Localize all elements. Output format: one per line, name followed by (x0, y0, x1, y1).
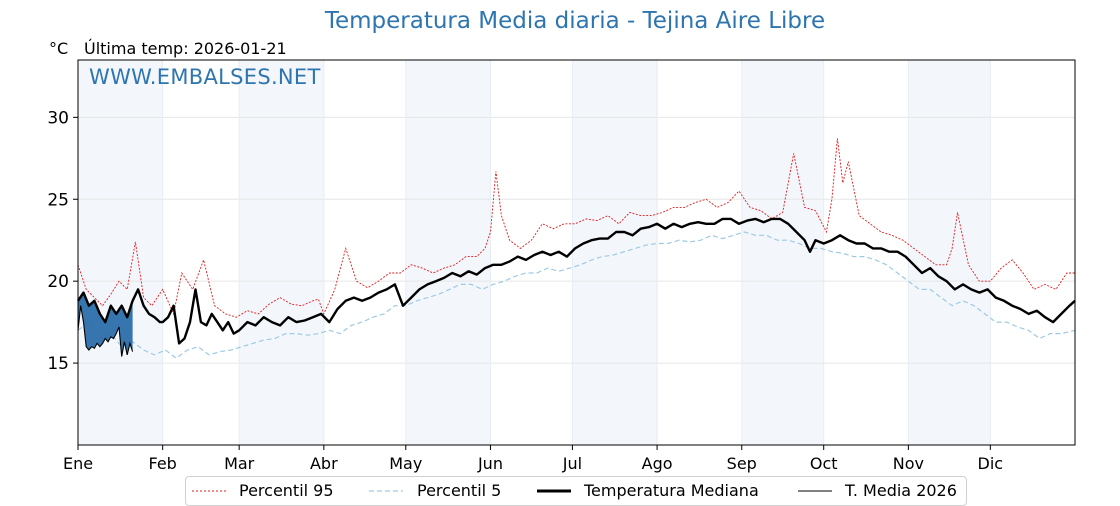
x-tick-label-oct: Oct (810, 454, 838, 473)
legend-label-median: Temperatura Mediana (584, 481, 759, 500)
legend-label-p5: Percentil 5 (417, 481, 502, 500)
x-tick-label-sep: Sep (727, 454, 757, 473)
legend-swatch-median (537, 489, 571, 493)
x-tick-label-jul: Jul (562, 454, 582, 473)
month-band-mar (239, 60, 324, 445)
chart-title: Temperatura Media diaria - Tejina Aire L… (324, 8, 826, 34)
x-tick-label-nov: Nov (893, 454, 924, 473)
last-update-label: Última temp: 2026-01-21 (84, 39, 287, 58)
series-area-2026-vs-median (78, 292, 133, 357)
series-line-percentil-5 (77, 231, 1076, 359)
series-line-temperatura-mediana (77, 217, 1076, 345)
y-tick-label-20: 20 (47, 272, 69, 292)
x-tick-label-ago: Ago (642, 454, 673, 473)
y-tick-label-25: 25 (47, 190, 69, 210)
x-tick-label-mar: Mar (224, 454, 255, 473)
legend-swatch-p95 (192, 490, 226, 492)
x-tick-label-jun: Jun (477, 454, 503, 473)
x-tick-label-ene: Ene (63, 454, 93, 473)
y-tick-label-15: 15 (47, 354, 69, 374)
x-tick-label-dic: Dic (978, 454, 1004, 473)
month-band-jul (572, 60, 658, 445)
x-tick-label-feb: Feb (149, 454, 177, 473)
legend-swatch-2026 (798, 490, 832, 492)
legend-label-2026: T. Media 2026 (845, 481, 957, 500)
series-line-percentil-95 (77, 138, 1075, 318)
legend: Percentil 95 Percentil 5 Temperatura Med… (185, 476, 967, 506)
x-tick-label-abr: Abr (310, 454, 338, 473)
series-line-t-media-2026 (77, 305, 134, 357)
legend-swatch-p5 (369, 490, 403, 492)
month-band-nov (908, 60, 991, 445)
watermark: WWW.EMBALSES.NET (89, 65, 321, 89)
y-tick-label-30: 30 (47, 108, 69, 128)
month-band-may (405, 60, 491, 445)
x-tick-label-may: May (389, 454, 422, 473)
legend-label-p95: Percentil 95 (239, 481, 334, 500)
plot-border (77, 59, 1076, 446)
unit-label: °C (49, 39, 69, 58)
month-band-ene (78, 60, 163, 445)
